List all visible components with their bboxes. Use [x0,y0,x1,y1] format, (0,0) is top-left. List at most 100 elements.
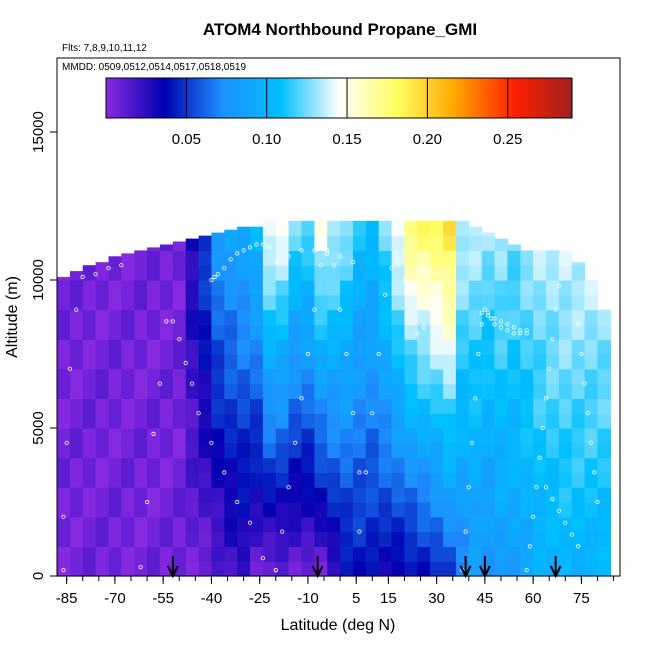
heatmap-cell [443,457,457,473]
heatmap-cell [314,413,328,429]
heatmap-cell [159,383,174,399]
flight-point [592,470,597,475]
heatmap-cell [391,265,406,281]
heatmap-cell [455,487,470,503]
heatmap-cell [365,250,380,266]
heatmap-cell [378,428,393,444]
heatmap-cell [353,442,367,459]
flight-point [524,331,529,336]
heatmap-cell [108,413,122,429]
heatmap-cell [224,546,238,562]
heatmap-cell [134,280,148,296]
heatmap-cell [571,516,586,533]
heatmap-cell [185,354,200,370]
heatmap-cell [507,516,521,533]
flight-point [235,251,240,256]
heatmap-cell [262,220,277,237]
heatmap-cell [108,546,122,562]
heatmap-cell [262,280,277,296]
heatmap-cell [198,428,213,444]
heatmap-cell [237,428,251,444]
flight-point [138,564,143,570]
flight-point [350,260,356,265]
heatmap-cell [507,398,521,414]
heatmap-cell [95,354,110,370]
flight-point [415,331,420,336]
heatmap-cell [391,339,406,355]
heatmap-cell [211,324,225,340]
heatmap-cell [198,561,213,577]
heatmap-cell [494,354,508,370]
heatmap-cell [134,413,148,429]
heatmap-cell [520,428,534,444]
flight-point [119,263,124,268]
heatmap-cell [481,487,496,503]
flight-point [550,496,555,502]
heatmap-cell [378,250,393,266]
heatmap-cell [455,265,470,281]
heatmap-cell [288,502,303,518]
flight-point [569,248,574,253]
heatmap-cell [301,324,315,340]
heatmap-cell [275,487,290,503]
flight-point [61,567,66,573]
heatmap-cell [250,442,264,459]
heatmap-cell [275,235,290,251]
heatmap-cell [69,561,84,577]
flight-point [576,544,581,549]
heatmap-cell [57,309,71,325]
heatmap-cell [533,309,547,325]
heatmap-cell [533,354,547,370]
heatmap-cell [69,271,84,281]
heatmap-cell [468,354,483,370]
heatmap-cell [224,280,238,296]
heatmap-cell [211,309,225,325]
heatmap-cell [533,457,547,473]
heatmap-cell [314,487,328,503]
heatmap-cell [108,383,122,399]
heatmap-cell [301,546,315,562]
heatmap-cell [520,516,534,533]
heatmap-cell [108,561,122,577]
heatmap-cell [134,294,148,311]
heatmap-cell [211,250,225,266]
heatmap-cell [147,339,161,355]
flight-point [235,499,240,505]
heatmap-cell [340,398,354,414]
heatmap-cell [365,383,380,399]
heatmap-cell [147,442,161,459]
flight-arrows [166,556,562,579]
heatmap-cell [455,428,470,444]
heatmap-cell [533,324,547,340]
heatmap-cell [597,413,611,429]
heatmap-cell [378,294,393,311]
heatmap-cell [172,516,187,533]
heatmap-cell [159,472,174,488]
heatmap-cell [584,546,599,562]
heatmap-cell [584,502,599,518]
flight-point [421,266,426,271]
heatmap-cell [159,309,174,325]
heatmap-cell [108,398,122,414]
heatmap-cell [211,561,225,577]
heatmap-cell [365,339,380,355]
heatmap-cell [378,354,393,370]
heatmap-cell [378,235,393,251]
heatmap-cell [172,339,187,355]
heatmap-cell [69,383,84,399]
heatmap-cell [95,324,110,340]
heatmap-cell [468,309,483,325]
heatmap-cell [558,294,573,311]
heatmap-cell [250,324,264,340]
heatmap-cell [95,472,110,488]
heatmap-cell [353,354,367,370]
flight-point [527,544,533,549]
heatmap-cell [82,516,97,533]
heatmap-cell [391,250,406,266]
heatmap-cell [57,280,71,296]
heatmap-cell [211,472,225,488]
heatmap-cell [571,487,586,503]
heatmap-cell [468,487,483,503]
heatmap-cell [172,398,187,414]
flight-point [64,440,69,445]
